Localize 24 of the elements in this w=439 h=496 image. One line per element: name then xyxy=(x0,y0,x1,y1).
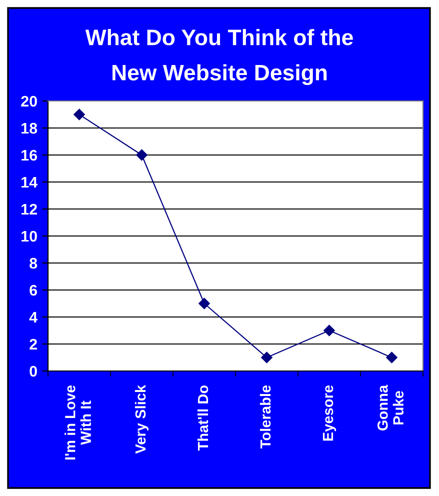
x-tick-label: Very Slick xyxy=(134,384,149,454)
point xyxy=(386,352,398,364)
y-tick-label: 12 xyxy=(22,204,37,215)
y-tick-label: 8 xyxy=(30,258,38,269)
y-tick-label: 0 xyxy=(30,366,37,377)
y-tick-label: 2 xyxy=(30,338,37,350)
point xyxy=(198,298,210,310)
x-tick-label: Gonna Puke xyxy=(377,384,404,430)
x-tick-label: Eyesore xyxy=(322,385,336,441)
y-tick-label: 18 xyxy=(22,122,38,134)
point xyxy=(74,108,85,120)
y-tick-label: 6 xyxy=(30,284,38,296)
point xyxy=(136,149,148,161)
y-tick-label: 4 xyxy=(29,312,38,323)
x-tick-label: Tolerable xyxy=(260,385,271,448)
chart-title: What Do You Think of the New Website Design xyxy=(85,28,353,86)
y-tick-label: 20 xyxy=(21,96,37,107)
point xyxy=(324,324,335,336)
y-tick-label: 10 xyxy=(22,230,37,242)
y-tick-label: 14 xyxy=(22,177,38,188)
y-tick-label: 16 xyxy=(22,150,38,161)
point xyxy=(261,352,272,364)
x-tick-label: That'll Do xyxy=(197,385,208,451)
x-tick-label: I'm in Love With It xyxy=(64,385,92,460)
